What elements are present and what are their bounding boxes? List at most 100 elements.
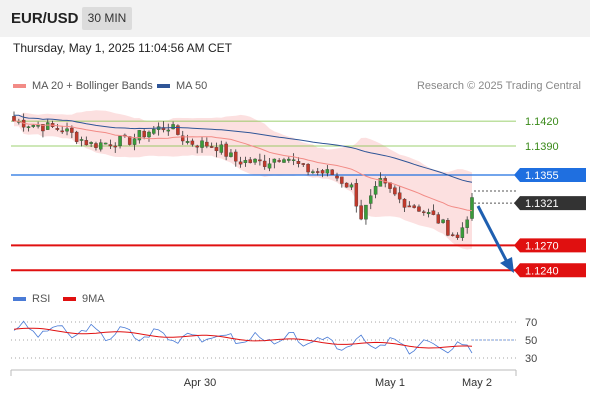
- candle-body: [311, 171, 315, 173]
- candle-body: [412, 205, 416, 208]
- price-level-labels: 1.1420 1.1390 1.1355 1.1321 1.1270 1.1240: [514, 116, 586, 278]
- x-axis-label-2: May 2: [462, 377, 492, 389]
- candle-body: [393, 187, 397, 195]
- candle-body: [118, 135, 122, 147]
- candle-body: [354, 183, 359, 207]
- candle-body: [74, 131, 79, 142]
- rsi-legend-rsi: RSI: [13, 293, 50, 305]
- price-legend-ma50: MA 50: [157, 80, 207, 92]
- ma50-line: [14, 114, 473, 183]
- arrow-shaft: [476, 205, 509, 263]
- ma20-line: [14, 120, 473, 212]
- candle-body: [200, 140, 204, 148]
- bollinger-band-area: [14, 110, 472, 250]
- 9ma-swatch: [63, 297, 76, 301]
- rsi-level-label-50: 50: [525, 335, 537, 347]
- candle-body: [378, 178, 383, 187]
- candle-body: [185, 141, 190, 143]
- header-bar: EUR/USD 30 MIN: [0, 0, 590, 37]
- candle-body: [142, 130, 146, 138]
- candle-body: [137, 130, 142, 141]
- candle-body: [60, 130, 64, 133]
- candle-body: [55, 128, 60, 130]
- timeframe-badge[interactable]: 30 MIN: [82, 7, 132, 30]
- candle-body: [70, 127, 74, 133]
- price-label-3: 1.1321: [525, 198, 559, 210]
- candle-body: [253, 158, 257, 163]
- rsi-line: [13, 320, 473, 355]
- candle-body: [84, 140, 89, 146]
- candle-body: [258, 159, 262, 162]
- candle-body: [229, 152, 233, 157]
- candle-body: [470, 197, 474, 219]
- candle-body: [12, 116, 16, 122]
- candle-body: [272, 158, 277, 163]
- candle-body: [344, 182, 349, 188]
- candle-body: [65, 128, 69, 132]
- candle-body: [369, 195, 373, 204]
- candle-body: [171, 124, 175, 130]
- arrow-head: [500, 257, 514, 273]
- candle-body: [113, 145, 117, 148]
- price-label-bg-4: [514, 238, 586, 253]
- candle-body: [277, 160, 281, 162]
- candle-body: [287, 158, 291, 161]
- forecast-arrow: [476, 205, 514, 273]
- candle-body: [103, 142, 108, 145]
- candle-body: [224, 143, 228, 157]
- research-credit: Research © 2025 Trading Central: [416, 80, 581, 92]
- candle-body: [152, 129, 156, 134]
- legend-label-ma50: MA 50: [176, 80, 208, 92]
- candle-body: [441, 219, 445, 223]
- candle-body: [402, 198, 407, 208]
- ma50-swatch: [157, 84, 170, 88]
- candle-body: [248, 159, 252, 164]
- candle-body: [306, 163, 310, 173]
- legend-label-9ma: 9MA: [82, 293, 105, 305]
- candle-body: [180, 135, 185, 142]
- candle-body: [431, 210, 436, 215]
- candle-body: [301, 163, 306, 165]
- candle-body: [282, 159, 286, 163]
- candle-body: [41, 124, 45, 132]
- candle-body: [455, 234, 460, 238]
- time-axis: Apr 30 May 1 May 2: [10, 369, 517, 389]
- candle-body: [36, 125, 40, 127]
- price-legend-ma20: MA 20 + Bollinger Bands: [13, 80, 153, 92]
- candle-body: [320, 170, 325, 174]
- candle-body: [267, 163, 272, 169]
- candle-body: [176, 125, 180, 135]
- moving-averages: [14, 114, 473, 212]
- candle-body: [26, 126, 31, 128]
- candle-body: [436, 214, 441, 224]
- candle-body: [397, 192, 402, 200]
- rsi-panel: 70 50 30: [11, 317, 537, 365]
- candle-body: [108, 144, 113, 147]
- candle-body: [359, 205, 363, 220]
- candle-body: [330, 169, 334, 175]
- candle-body: [205, 141, 209, 147]
- candle-body: [407, 205, 412, 208]
- candle-body: [243, 160, 248, 163]
- price-label-4: 1.1270: [525, 240, 559, 252]
- candle-body: [426, 212, 431, 215]
- candle-body: [296, 161, 301, 164]
- candle-body: [349, 184, 354, 188]
- candle-body: [364, 204, 368, 220]
- candle-body: [166, 129, 171, 132]
- legend-label-rsi: RSI: [32, 293, 51, 305]
- candle-body: [190, 140, 195, 145]
- price-label-bg-3: [514, 196, 586, 211]
- legend-label-ma20: MA 20 + Bollinger Bands: [32, 80, 153, 92]
- price-label-5: 1.1240: [525, 265, 559, 277]
- candle-body: [147, 131, 151, 138]
- candle-body: [89, 142, 93, 144]
- candle-body: [214, 147, 219, 152]
- candle-body: [262, 160, 267, 167]
- ma20-swatch: [13, 84, 26, 88]
- candle-body: [238, 161, 243, 165]
- candle-body: [450, 234, 455, 237]
- bollinger-bands: [14, 110, 472, 250]
- instrument-title: EUR/USD: [11, 10, 79, 27]
